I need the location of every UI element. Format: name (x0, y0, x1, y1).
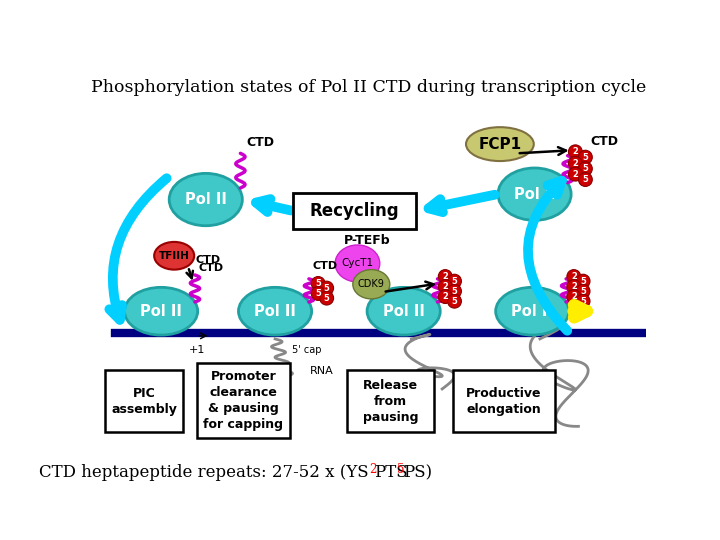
Circle shape (448, 284, 462, 298)
Text: +1: +1 (189, 345, 204, 355)
Text: 5: 5 (315, 279, 321, 288)
Text: CTD: CTD (199, 262, 224, 273)
Circle shape (438, 269, 452, 284)
Text: Productive
elongation: Productive elongation (466, 387, 541, 416)
Text: CTD heptapeptide repeats: 27-52 x (YS: CTD heptapeptide repeats: 27-52 x (YS (40, 464, 369, 481)
Text: Pol II: Pol II (140, 303, 182, 319)
Text: 2: 2 (572, 170, 578, 179)
Text: 2: 2 (571, 292, 577, 301)
Circle shape (448, 274, 462, 288)
Text: 2: 2 (572, 159, 578, 168)
Text: 5: 5 (451, 276, 457, 286)
Text: 2: 2 (571, 272, 577, 281)
Text: 5: 5 (315, 289, 321, 298)
Text: CTD: CTD (590, 135, 618, 148)
Text: Phosphorylation states of Pol II CTD during transcription cycle: Phosphorylation states of Pol II CTD dur… (91, 79, 647, 96)
Circle shape (448, 294, 462, 308)
Ellipse shape (353, 269, 390, 299)
Text: 5: 5 (451, 296, 457, 306)
Circle shape (576, 284, 590, 298)
Circle shape (311, 276, 325, 291)
Text: CTD: CTD (312, 261, 338, 271)
Ellipse shape (125, 287, 198, 335)
FancyBboxPatch shape (293, 193, 416, 229)
Text: 5: 5 (580, 276, 586, 286)
Text: 5: 5 (580, 296, 586, 306)
Text: Pol II: Pol II (513, 187, 556, 201)
Text: CTD: CTD (246, 137, 274, 150)
Circle shape (438, 289, 452, 303)
Circle shape (567, 269, 581, 284)
Text: 5: 5 (397, 463, 405, 476)
Text: 2: 2 (442, 272, 448, 281)
Circle shape (578, 162, 593, 176)
Text: Pol II: Pol II (185, 192, 227, 207)
Text: PIC
assembly: PIC assembly (111, 387, 177, 416)
Circle shape (320, 281, 333, 295)
Text: Recycling: Recycling (310, 202, 399, 220)
Circle shape (311, 287, 325, 300)
Text: 5: 5 (582, 164, 588, 173)
Circle shape (568, 167, 582, 181)
Circle shape (567, 280, 581, 294)
Text: 5: 5 (582, 153, 588, 161)
Ellipse shape (495, 287, 569, 335)
Text: TFIIH: TFIIH (158, 251, 189, 261)
FancyBboxPatch shape (453, 370, 554, 432)
Ellipse shape (498, 168, 571, 220)
Text: Release
from
pausing: Release from pausing (363, 379, 418, 424)
Ellipse shape (466, 127, 534, 161)
Circle shape (568, 145, 582, 159)
Circle shape (578, 173, 593, 186)
Ellipse shape (367, 287, 440, 335)
Text: PS): PS) (403, 464, 432, 481)
Circle shape (568, 157, 582, 170)
Ellipse shape (169, 173, 243, 226)
Circle shape (320, 291, 333, 305)
Circle shape (438, 280, 452, 294)
FancyBboxPatch shape (348, 370, 433, 432)
Circle shape (576, 294, 590, 308)
Text: FCP1: FCP1 (478, 137, 521, 152)
Text: Pol II: Pol II (254, 303, 296, 319)
Text: Pol II: Pol II (511, 303, 553, 319)
FancyBboxPatch shape (197, 363, 289, 438)
Text: 5: 5 (582, 175, 588, 184)
Text: CDK9: CDK9 (358, 279, 384, 289)
Text: PTS: PTS (374, 464, 408, 481)
Text: Promoter
clearance
& pausing
for capping: Promoter clearance & pausing for capping (204, 370, 284, 431)
Text: 2: 2 (571, 282, 577, 291)
Ellipse shape (335, 245, 379, 282)
Ellipse shape (238, 287, 312, 335)
Text: 2: 2 (369, 463, 377, 476)
Circle shape (576, 274, 590, 288)
Text: P-TEFb: P-TEFb (343, 234, 390, 247)
Text: 5: 5 (451, 287, 457, 296)
Text: Pol II: Pol II (383, 303, 425, 319)
Text: 2: 2 (442, 292, 448, 301)
Text: CTD: CTD (196, 255, 221, 265)
Circle shape (578, 150, 593, 164)
Text: 2: 2 (572, 147, 578, 156)
Text: 5: 5 (324, 284, 330, 293)
Text: 5: 5 (580, 287, 586, 296)
Text: CycT1: CycT1 (341, 259, 374, 268)
Text: RNA: RNA (310, 366, 333, 376)
Circle shape (567, 289, 581, 303)
Text: 5' cap: 5' cap (292, 346, 322, 355)
Text: 5: 5 (324, 294, 330, 302)
Text: 2: 2 (442, 282, 448, 291)
FancyBboxPatch shape (105, 370, 184, 432)
Ellipse shape (154, 242, 194, 269)
